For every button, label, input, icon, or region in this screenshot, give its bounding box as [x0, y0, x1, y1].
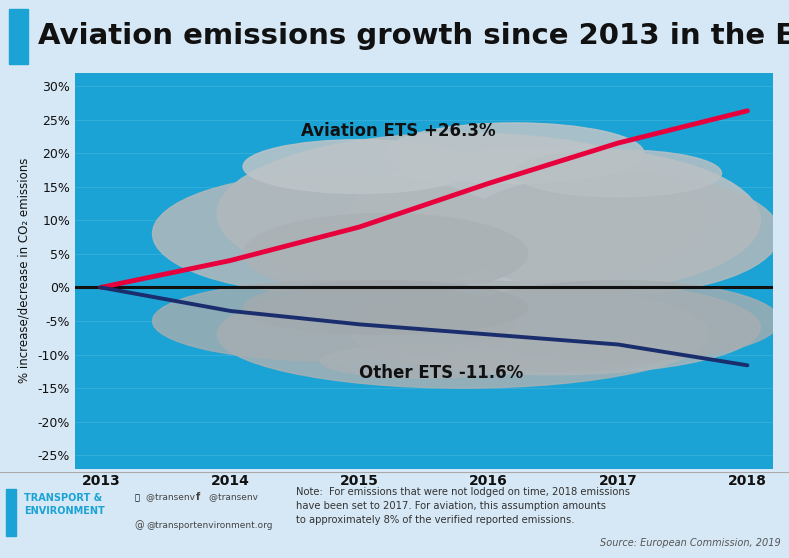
- Polygon shape: [9, 9, 28, 64]
- Ellipse shape: [437, 338, 670, 372]
- Text: f: f: [196, 493, 200, 502]
- Text: ⁠@transenv: ⁠@transenv: [209, 493, 258, 502]
- Ellipse shape: [243, 214, 528, 294]
- Ellipse shape: [320, 344, 528, 378]
- Ellipse shape: [346, 146, 761, 294]
- Ellipse shape: [152, 174, 514, 294]
- Ellipse shape: [217, 281, 709, 388]
- Text: TRANSPORT &
ENVIRONMENT: TRANSPORT & ENVIRONMENT: [24, 493, 104, 516]
- Ellipse shape: [217, 133, 709, 294]
- Ellipse shape: [243, 281, 528, 334]
- Text: @transportenvironment.org: @transportenvironment.org: [146, 521, 272, 530]
- Ellipse shape: [456, 174, 780, 294]
- Ellipse shape: [346, 281, 761, 375]
- Text: Source: European Commission, 2019: Source: European Commission, 2019: [600, 537, 781, 547]
- Text: Other ETS -11.6%: Other ETS -11.6%: [360, 364, 524, 382]
- Text: Note:  For emissions that were not lodged on time, 2018 emissions
have been set : Note: For emissions that were not lodged…: [296, 487, 630, 525]
- Ellipse shape: [385, 123, 644, 184]
- Ellipse shape: [514, 150, 721, 197]
- Text: Aviation ETS +26.3%: Aviation ETS +26.3%: [301, 122, 495, 140]
- Text: @: @: [134, 520, 144, 530]
- Ellipse shape: [152, 281, 514, 361]
- Ellipse shape: [243, 140, 476, 194]
- Text: 🐦: 🐦: [134, 493, 139, 502]
- Ellipse shape: [456, 281, 780, 361]
- Text: ⁠@transenv: ⁠@transenv: [146, 493, 195, 502]
- Text: Aviation emissions growth since 2013 in the EU: Aviation emissions growth since 2013 in …: [38, 22, 789, 50]
- Bar: [6, 489, 16, 536]
- Y-axis label: % increase/decrease in CO₂ emissions: % increase/decrease in CO₂ emissions: [18, 158, 31, 383]
